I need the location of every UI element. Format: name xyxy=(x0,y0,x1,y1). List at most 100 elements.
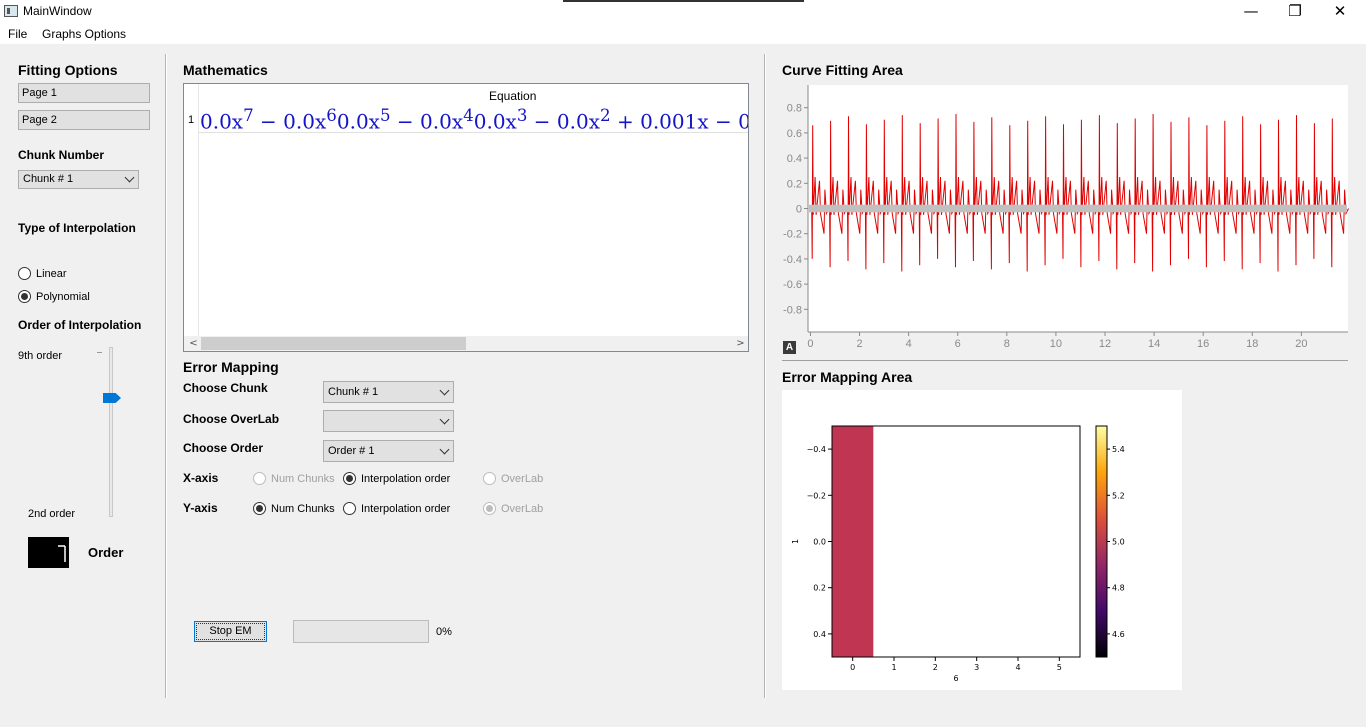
fitting-options-heading: Fitting Options xyxy=(18,62,118,78)
right-separator xyxy=(764,54,766,698)
x-axis-label: X-axis xyxy=(183,471,219,485)
mathematics-heading: Mathematics xyxy=(183,62,268,78)
equation-cell[interactable]: 0.0x7 − 0.0x60.0x5 − 0.0x40.0x3 − 0.0x2 … xyxy=(200,106,748,132)
y-tick-label: -0.4 xyxy=(783,254,802,266)
menu-graphs-options[interactable]: Graphs Options xyxy=(42,27,127,41)
right-horizontal-separator xyxy=(782,360,1348,361)
x-tick-label: 10 xyxy=(1050,338,1062,350)
y-radio-overlab-label: OverLab xyxy=(501,503,544,515)
app-window-icon xyxy=(4,5,18,17)
stop-em-button[interactable]: Stop EM xyxy=(194,621,267,642)
x-tick-label: 4 xyxy=(906,338,912,350)
menu-file[interactable]: File xyxy=(8,27,28,41)
y-radio-interp-order[interactable] xyxy=(343,502,356,515)
close-icon[interactable]: ✕ xyxy=(1333,2,1347,20)
curve-fitting-plot[interactable]: 0.8 0.6 0.4 0.2 0 -0.2 -0.4 -0.6 -0.8 0 2 4 6 8 10 12 14… xyxy=(780,83,1350,353)
row-divider xyxy=(199,132,748,133)
y-axis-label: 1 xyxy=(791,539,800,544)
error-mapping-progress-bar xyxy=(293,620,429,643)
left-separator xyxy=(165,54,167,698)
scroll-right-icon[interactable]: > xyxy=(736,338,745,349)
choose-chunk-label: Choose Chunk xyxy=(183,381,268,395)
radio-polynomial[interactable] xyxy=(18,290,31,303)
y-tick-label: −0.2 xyxy=(807,491,826,500)
page-2-button[interactable]: Page 2 xyxy=(18,110,150,130)
y-tick-label: -0.6 xyxy=(783,279,802,291)
colorbar-tick-label: 5.0 xyxy=(1112,538,1125,547)
menu-bar xyxy=(0,24,1366,44)
x-tick-label: 0 xyxy=(850,663,855,672)
page-1-button[interactable]: Page 1 xyxy=(18,83,150,103)
lcd-digit-seven xyxy=(58,545,66,562)
row-number: 1 xyxy=(188,114,195,126)
chunk-number-select-value: Chunk # 1 xyxy=(23,173,74,185)
x-tick-label: 6 xyxy=(955,338,961,350)
x-axis-label: 6 xyxy=(953,674,958,683)
choose-overlab-select[interactable] xyxy=(323,410,454,432)
y-radio-num-chunks[interactable] xyxy=(253,502,266,515)
x-tick-label: 2 xyxy=(933,663,938,672)
progress-text: 0% xyxy=(436,626,452,638)
x-tick-label: 1 xyxy=(891,663,896,672)
x-tick-label: 4 xyxy=(1015,663,1020,672)
error-mapping-heatmap[interactable]: 0 1 2 3 4 5 −0.4 −0.2 0.0 0.2 0.4 6 1 4.6 4.8 5.0 5.2 5.4 xyxy=(782,390,1182,690)
x-radio-overlab[interactable] xyxy=(483,472,496,485)
x-tick-label: 3 xyxy=(974,663,979,672)
title-bar xyxy=(0,0,1366,24)
y-tick-label: 0.2 xyxy=(787,178,802,190)
auto-range-button[interactable]: A xyxy=(783,341,796,354)
colorbar-tick-label: 4.6 xyxy=(1112,630,1125,639)
x-radio-interp-order-label: Interpolation order xyxy=(361,473,451,485)
y-axis-label: Y-axis xyxy=(183,501,218,515)
x-tick-label: 0 xyxy=(807,338,813,350)
maximize-icon[interactable]: ❐ xyxy=(1288,2,1302,20)
window-title: MainWindow xyxy=(23,4,92,18)
chevron-down-icon xyxy=(124,172,135,183)
radio-linear-label: Linear xyxy=(36,268,67,280)
choose-order-select[interactable]: Order # 1 xyxy=(323,440,454,462)
order-interpolation-label: Order of Interpolation xyxy=(18,318,142,332)
x-tick-label: 18 xyxy=(1246,338,1258,350)
focus-rect xyxy=(196,623,265,640)
radio-polynomial-label: Polynomial xyxy=(36,291,90,303)
x-tick-label: 5 xyxy=(1057,663,1062,672)
y-radio-overlab[interactable] xyxy=(483,502,496,515)
slider-tick xyxy=(97,352,102,353)
curve-fitting-heading: Curve Fitting Area xyxy=(782,62,903,78)
colorbar-tick-label: 5.2 xyxy=(1112,491,1125,500)
x-radio-interp-order[interactable] xyxy=(343,472,356,485)
choose-overlab-label: Choose OverLab xyxy=(183,412,280,426)
fit-series-band xyxy=(809,204,1347,213)
slider-min-label: 2nd order xyxy=(28,508,76,520)
chevron-down-icon xyxy=(439,385,450,396)
chevron-down-icon xyxy=(439,414,450,425)
chunk-number-label: Chunk Number xyxy=(18,148,105,162)
y-tick-label: 0.6 xyxy=(787,128,802,140)
x-tick-label: 8 xyxy=(1004,338,1010,350)
error-mapping-area-heading: Error Mapping Area xyxy=(782,369,913,385)
y-radio-interp-order-label: Interpolation order xyxy=(361,503,451,515)
order-slider-handle[interactable] xyxy=(103,393,121,403)
scroll-left-icon[interactable]: < xyxy=(189,338,198,349)
lcd-caption: Order xyxy=(88,545,124,560)
x-radio-num-chunks[interactable] xyxy=(253,472,266,485)
y-tick-label: -0.2 xyxy=(783,229,802,241)
colorbar-tick-label: 5.4 xyxy=(1112,445,1125,454)
order-slider-track[interactable] xyxy=(109,347,113,517)
radio-linear[interactable] xyxy=(18,267,31,280)
colorbar xyxy=(1095,425,1108,658)
row-header xyxy=(184,84,199,336)
interpolation-type-label: Type of Interpolation xyxy=(18,221,136,235)
colorbar-tick-label: 4.8 xyxy=(1112,584,1125,593)
chevron-down-icon xyxy=(439,444,450,455)
scrollbar-thumb[interactable] xyxy=(201,337,466,350)
slider-max-label: 9th order xyxy=(18,350,63,362)
chunk-number-select[interactable]: Chunk # 1 xyxy=(18,170,139,189)
minimize-icon[interactable]: — xyxy=(1243,2,1259,20)
choose-chunk-select[interactable]: Chunk # 1 xyxy=(323,381,454,403)
equation-column-header: Equation xyxy=(489,89,537,103)
x-tick-label: 14 xyxy=(1148,338,1160,350)
x-radio-num-chunks-label: Num Chunks xyxy=(271,473,335,485)
equation-table[interactable] xyxy=(183,83,749,352)
y-tick-label: 0.0 xyxy=(813,538,826,547)
